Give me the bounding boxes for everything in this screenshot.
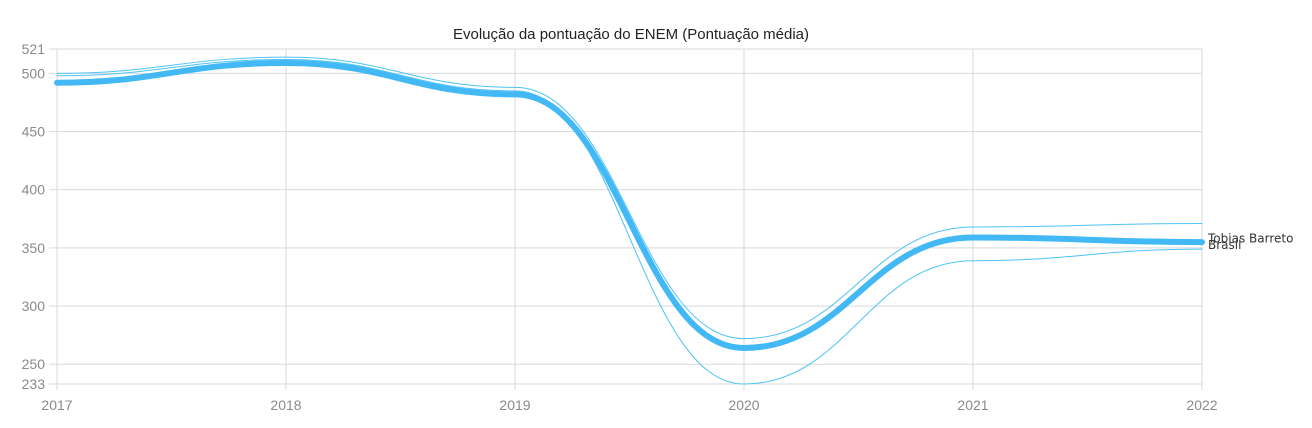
chart-title: Evolução da pontuação do ENEM (Pontuação… xyxy=(452,26,810,43)
series-lines xyxy=(54,56,1205,385)
y-tick-label: 500 xyxy=(22,65,46,81)
x-tick-label: 2017 xyxy=(41,397,72,413)
series-line xyxy=(56,58,1203,385)
grid xyxy=(49,48,1203,390)
x-tick-label: 2018 xyxy=(270,397,301,413)
x-axis-ticks: 2017 2018 2019 2020 2021 2022 xyxy=(41,397,1217,413)
y-tick-label: 521 xyxy=(22,41,46,57)
x-tick-label: 2019 xyxy=(499,397,530,413)
y-tick-label: 250 xyxy=(22,356,46,372)
x-tick-label: 2022 xyxy=(1186,397,1217,413)
y-tick-label: 233 xyxy=(22,376,46,392)
series-end-label: Tobias Barreto xyxy=(1207,231,1293,245)
series-end-label: Brasil xyxy=(1208,238,1241,252)
series-line xyxy=(54,59,1205,351)
y-axis-ticks: 233 250 300 350 400 450 500 521 xyxy=(22,41,46,392)
x-tick-label: 2020 xyxy=(728,397,759,413)
y-tick-label: 350 xyxy=(22,240,46,256)
y-tick-label: 300 xyxy=(22,298,46,314)
y-tick-label: 400 xyxy=(22,182,46,198)
x-tick-label: 2021 xyxy=(957,397,988,413)
series-line xyxy=(56,56,1203,340)
y-tick-label: 450 xyxy=(22,124,46,140)
